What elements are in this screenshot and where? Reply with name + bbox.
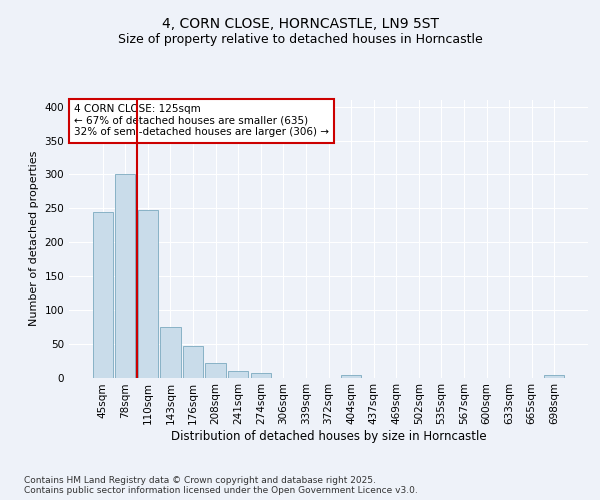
Text: Contains HM Land Registry data © Crown copyright and database right 2025.
Contai: Contains HM Land Registry data © Crown c… <box>24 476 418 495</box>
Bar <box>183 346 203 378</box>
Text: 4, CORN CLOSE, HORNCASTLE, LN9 5ST: 4, CORN CLOSE, HORNCASTLE, LN9 5ST <box>161 18 439 32</box>
Y-axis label: Number of detached properties: Number of detached properties <box>29 151 39 326</box>
Bar <box>341 375 361 378</box>
Bar <box>544 376 565 378</box>
Bar <box>160 326 181 378</box>
Text: Size of property relative to detached houses in Horncastle: Size of property relative to detached ho… <box>118 32 482 46</box>
Text: 4 CORN CLOSE: 125sqm
← 67% of detached houses are smaller (635)
32% of semi-deta: 4 CORN CLOSE: 125sqm ← 67% of detached h… <box>74 104 329 138</box>
Bar <box>205 362 226 378</box>
Bar <box>228 370 248 378</box>
Bar <box>92 212 113 378</box>
Bar <box>115 174 136 378</box>
Bar <box>138 210 158 378</box>
X-axis label: Distribution of detached houses by size in Horncastle: Distribution of detached houses by size … <box>170 430 487 443</box>
Bar <box>251 373 271 378</box>
